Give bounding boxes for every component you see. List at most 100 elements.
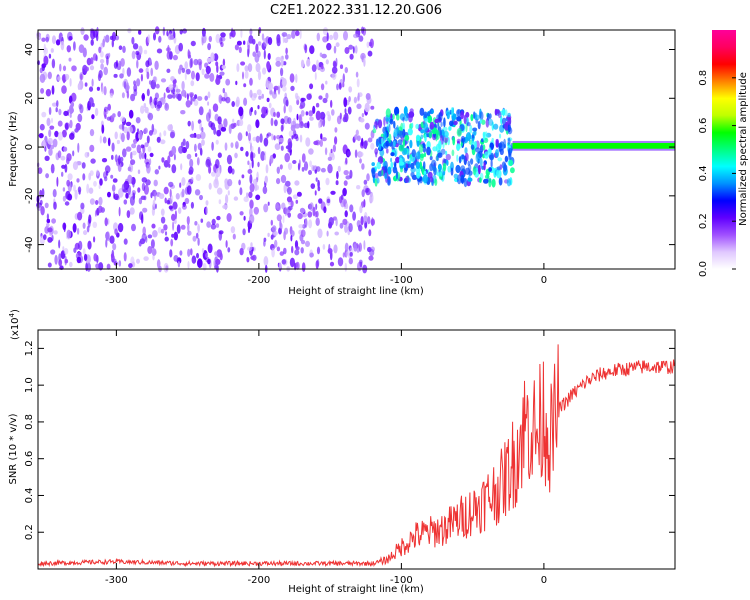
heatmap-cell (246, 246, 253, 251)
heatmap-cell (415, 151, 421, 160)
heatmap-cell (268, 102, 272, 109)
heatmap-cell (260, 151, 266, 161)
heatmap-cell (83, 34, 89, 41)
heatmap-cell (41, 37, 46, 42)
colorbar-gradient (712, 30, 736, 269)
heatmap-cell (274, 119, 278, 127)
heatmap-cell (447, 165, 452, 173)
heatmap-cell (330, 99, 333, 108)
heatmap-cell (100, 42, 103, 50)
heatmap-cell (140, 144, 145, 149)
heatmap-cell (301, 97, 306, 102)
heatmap-cell (98, 262, 104, 271)
heatmap-cell (283, 96, 289, 106)
heatmap-cell (222, 204, 228, 209)
heatmap-cell (123, 252, 127, 262)
heatmap-cell (385, 108, 391, 118)
heatmap-cell (219, 94, 223, 104)
heatmap-cell (176, 224, 181, 234)
snr-y-ticks: 0.2 0.4 0.6 0.8 1.0 1.2 (24, 340, 675, 540)
heatmap-cell (111, 184, 116, 192)
heatmap-cell (315, 203, 318, 210)
heatmap-cell (484, 151, 489, 159)
heatmap-cell (242, 71, 244, 80)
heatmap-cell (266, 133, 269, 139)
heatmap-cell (333, 31, 339, 41)
heatmap-cell (130, 93, 136, 102)
heatmap-cell (113, 193, 119, 200)
heatmap-cell (64, 259, 69, 264)
heatmap-cell (47, 137, 53, 145)
heatmap-cell (196, 157, 200, 166)
snr-panel: -300 -200 -100 0 0.2 0.4 0.6 0.8 1.0 1.2 Height … (8, 309, 676, 595)
heatmap-cell (318, 198, 323, 204)
heatmap-cell (137, 169, 141, 175)
heatmap-cell (388, 124, 391, 132)
heatmap-cell (315, 177, 318, 182)
heatmap-cell (123, 238, 128, 245)
heatmap-cell (61, 171, 64, 177)
heatmap-cell (316, 32, 320, 42)
heatmap-cell (52, 138, 58, 148)
heatmap-cell (114, 228, 118, 235)
heatmap-cell (225, 96, 231, 104)
heatmap-cell (99, 178, 103, 186)
heatmap-cell (131, 143, 137, 149)
heatmap-cell (110, 253, 114, 259)
heatmap-cell (400, 167, 403, 173)
heatmap-cell (62, 65, 67, 72)
heatmap-cell (422, 174, 428, 184)
heatmap-cell (235, 99, 240, 107)
heatmap-cell (159, 132, 162, 139)
heatmap-cell (154, 191, 157, 201)
heatmap-cell (314, 72, 317, 81)
heatmap-cell (40, 88, 45, 94)
heatmap-cell (393, 148, 398, 157)
heatmap-cell (136, 258, 140, 264)
heatmap-cell (424, 152, 426, 158)
heatmap-cell (276, 111, 281, 118)
heatmap-cell (495, 138, 499, 144)
heatmap-cell (146, 71, 150, 80)
heatmap-cell (366, 173, 370, 182)
heatmap-cell (145, 236, 148, 243)
heatmap-cell (257, 41, 262, 46)
y-tick-label: 0.2 (24, 524, 35, 540)
heatmap-cell (230, 226, 236, 234)
heatmap-cell (230, 142, 234, 148)
heatmap-cell (91, 114, 95, 120)
heatmap-cell (207, 43, 212, 51)
heatmap-cell (170, 238, 174, 247)
heatmap-cell (169, 51, 173, 60)
heatmap-cell (73, 184, 76, 192)
heatmap-cell (386, 148, 389, 154)
heatmap-cell (338, 82, 342, 90)
heatmap-cell (361, 137, 364, 147)
heatmap-cell (356, 135, 361, 142)
heatmap-cell (327, 114, 332, 122)
heatmap-cell (278, 262, 282, 270)
heatmap-cell (286, 196, 293, 203)
heatmap-cell (122, 45, 126, 54)
heatmap-cell (181, 188, 185, 198)
heatmap-cell (261, 33, 265, 41)
heatmap-cell (349, 252, 353, 257)
heatmap-cell (171, 213, 176, 221)
heatmap-cell (326, 198, 331, 204)
heatmap-cell (376, 177, 380, 184)
colorbar-tick-label: 0.4 (698, 165, 709, 181)
heatmap-cell (373, 121, 378, 128)
heatmap-cell (195, 134, 202, 139)
heatmap-cell (62, 187, 66, 192)
heatmap-cell (221, 97, 226, 102)
heatmap-cell (496, 169, 502, 179)
heatmap-cell (290, 200, 294, 208)
snr-x-ticks: -300 -200 -100 0 (105, 330, 547, 586)
heatmap-cell (465, 111, 470, 118)
heatmap-cell (88, 86, 94, 92)
heatmap-cell (263, 256, 269, 266)
heatmap-cell (287, 162, 293, 170)
heatmap-cell (233, 122, 237, 128)
heatmap-cell (395, 156, 400, 164)
heatmap-cell (156, 136, 161, 143)
